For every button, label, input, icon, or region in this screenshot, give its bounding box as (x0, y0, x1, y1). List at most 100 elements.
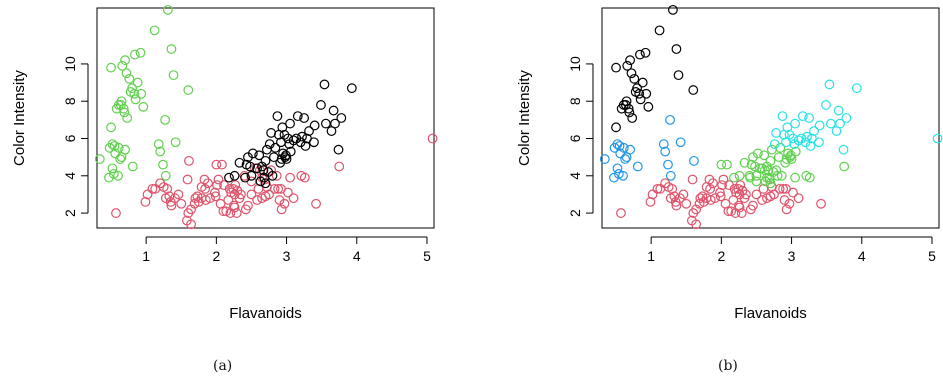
data-point (288, 135, 299, 146)
data-point (736, 208, 747, 218)
data-point (170, 137, 181, 148)
data-point (231, 208, 242, 218)
data-point (729, 172, 739, 183)
data-point (210, 187, 220, 198)
data-point (107, 163, 118, 174)
data-point (757, 195, 767, 205)
data-point (599, 154, 610, 164)
data-point (121, 68, 132, 79)
data-point (741, 189, 751, 200)
data-point (932, 133, 943, 144)
data-point (182, 174, 193, 185)
data-point (625, 144, 635, 155)
data-point (786, 154, 797, 164)
y-tick-label-a: 8 (62, 97, 78, 105)
data-point (160, 114, 171, 125)
x-tick-label-a: 2 (212, 248, 220, 264)
data-point (752, 148, 763, 159)
data-point (119, 107, 130, 118)
data-point (246, 189, 257, 200)
data-point (751, 189, 762, 200)
data-point (715, 187, 725, 198)
data-point (833, 105, 844, 116)
data-point (635, 94, 646, 105)
x-tick-label-b: 5 (928, 248, 936, 264)
data-point (663, 159, 673, 170)
data-point (759, 150, 770, 161)
x-axis-label-a: Flavanoids (229, 305, 302, 322)
data-point (210, 191, 221, 202)
y-tick-label-b: 2 (567, 209, 583, 217)
data-point (612, 163, 623, 174)
data-point (260, 155, 271, 166)
data-point (715, 191, 726, 202)
data-point (805, 141, 816, 151)
x-tick-label-a: 4 (353, 248, 361, 264)
x-tick-label-b: 3 (788, 248, 796, 264)
data-point (691, 204, 701, 215)
data-point (658, 139, 669, 150)
data-point (778, 183, 789, 194)
data-point (777, 111, 788, 122)
data-point (623, 103, 634, 114)
data-point (687, 174, 698, 185)
data-point (230, 180, 241, 191)
data-point (297, 131, 307, 142)
data-point (153, 139, 164, 150)
data-point (723, 206, 734, 217)
data-point (427, 133, 438, 144)
data-point (763, 165, 774, 176)
plot-frame-a (96, 7, 435, 229)
data-point (626, 68, 637, 79)
data-point (809, 126, 819, 136)
data-point (246, 170, 257, 181)
data-point (851, 83, 862, 94)
data-point (260, 178, 271, 189)
data-point (264, 189, 274, 200)
data-point (212, 180, 222, 191)
data-point (816, 198, 826, 209)
data-point (334, 161, 345, 172)
data-point (618, 142, 629, 153)
data-point (625, 55, 635, 66)
data-point (346, 83, 357, 94)
data-point (117, 60, 128, 71)
data-point (790, 172, 800, 183)
data-point (641, 88, 652, 99)
x-tick-label-b: 2 (717, 248, 725, 264)
data-point (173, 189, 184, 200)
data-point (217, 159, 227, 170)
data-point (132, 77, 143, 88)
data-point (124, 73, 135, 84)
data-point (776, 170, 787, 181)
data-point (211, 159, 222, 170)
data-point (716, 159, 727, 170)
data-point (252, 163, 262, 174)
data-point (130, 94, 141, 105)
data-point (186, 219, 196, 230)
data-point (739, 157, 750, 168)
data-point (635, 49, 645, 60)
data-point (774, 183, 785, 194)
data-point (111, 208, 121, 218)
plot-frame-b (601, 7, 940, 229)
data-point (252, 195, 262, 205)
data-point (611, 62, 621, 73)
data-point (835, 118, 845, 129)
data-point (299, 172, 310, 183)
data-point (629, 73, 640, 84)
data-point (802, 131, 812, 142)
data-point (797, 111, 808, 122)
data-point (285, 146, 296, 157)
data-point (316, 100, 326, 110)
data-point (781, 204, 792, 215)
y-axis-label-a: Color Intensity (11, 70, 28, 166)
y-tick-label-a: 2 (62, 209, 78, 217)
data-point (247, 148, 258, 159)
data-point (652, 183, 663, 194)
data-point (654, 25, 665, 36)
data-point (681, 198, 692, 209)
data-point (229, 202, 240, 213)
data-point (688, 85, 699, 95)
